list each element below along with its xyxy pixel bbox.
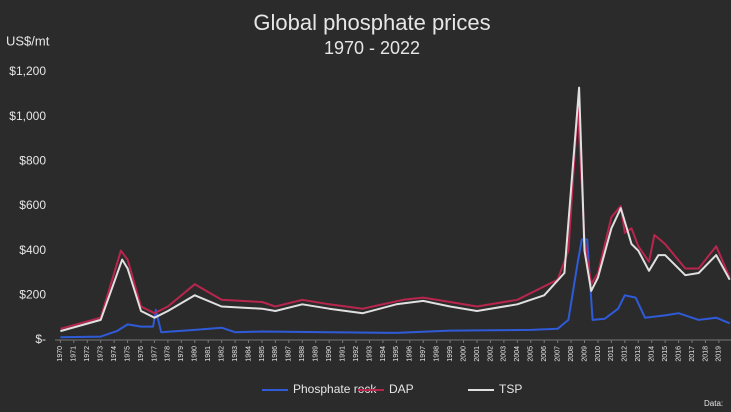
x-tick-label: 2012 xyxy=(622,346,629,362)
y-tick-label: $200 xyxy=(19,288,46,302)
y-tick-label: $1,200 xyxy=(9,64,46,78)
x-tick-label: 2002 xyxy=(487,346,494,362)
x-tick-label: 1972 xyxy=(84,346,91,362)
x-tick-label: 2016 xyxy=(675,346,682,362)
series-line xyxy=(60,86,731,333)
x-tick-label: 1993 xyxy=(366,346,373,362)
x-tick-label: 1988 xyxy=(299,346,306,362)
x-tick-label: 1996 xyxy=(407,346,414,362)
x-tick-label: 2018 xyxy=(702,346,709,362)
x-tick-label: 2006 xyxy=(541,346,548,362)
series-line xyxy=(60,104,731,330)
x-tick-label: 2013 xyxy=(635,346,642,362)
x-tick-label: 2001 xyxy=(474,346,481,362)
y-tick-label: $800 xyxy=(19,154,46,168)
x-tick-label: 2017 xyxy=(689,346,696,362)
x-tick-label: 1998 xyxy=(434,346,441,362)
x-tick-label: 2015 xyxy=(662,346,669,362)
x-tick-label: 1987 xyxy=(286,346,293,362)
y-tick-label: $- xyxy=(35,332,46,346)
x-tick-label: 2008 xyxy=(568,346,575,362)
x-tick-label: 1980 xyxy=(192,346,199,362)
chart-subtitle: 1970 - 2022 xyxy=(324,38,420,58)
x-tick-label: 1973 xyxy=(98,346,105,362)
x-tick-label: 2009 xyxy=(581,346,588,362)
x-tick-label: 2019 xyxy=(716,346,723,362)
y-tick-label: $600 xyxy=(19,198,46,212)
x-tick-label: 1976 xyxy=(138,346,145,362)
x-tick-label: 1971 xyxy=(71,346,78,362)
x-tick-label: 1975 xyxy=(124,346,131,362)
x-tick-label: 1990 xyxy=(326,346,333,362)
x-tick-label: 1978 xyxy=(165,346,172,362)
series-line xyxy=(60,238,731,339)
y-axis-label: US$/mt xyxy=(6,33,50,48)
x-tick-label: 1985 xyxy=(259,346,266,362)
x-tick-label: 1979 xyxy=(178,346,185,362)
x-tick-label: 2010 xyxy=(595,346,602,362)
x-tick-label: 2003 xyxy=(501,346,508,362)
source-note: Data: xyxy=(704,399,723,408)
legend-label: Phosphate rock xyxy=(293,382,377,396)
x-tick-label: 2000 xyxy=(460,346,467,362)
x-tick-label: 1974 xyxy=(111,346,118,362)
x-tick-label: 1982 xyxy=(218,346,225,362)
x-tick-label: 1997 xyxy=(420,346,427,362)
x-tick-label: 1995 xyxy=(393,346,400,362)
x-tick-label: 1983 xyxy=(232,346,239,362)
x-tick-label: 1999 xyxy=(447,346,454,362)
x-tick-label: 2005 xyxy=(528,346,535,362)
legend-label: DAP xyxy=(389,382,414,396)
x-tick-label: 2007 xyxy=(554,346,561,362)
x-tick-label: 1970 xyxy=(57,346,64,362)
x-tick-label: 1994 xyxy=(380,346,387,362)
legend-label: TSP xyxy=(499,382,522,396)
x-tick-label: 1989 xyxy=(313,346,320,362)
x-tick-label: 1977 xyxy=(151,346,158,362)
x-tick-label: 1981 xyxy=(205,346,212,362)
chart-title: Global phosphate prices xyxy=(253,10,490,35)
x-tick-label: 1986 xyxy=(272,346,279,362)
x-tick-label: 2004 xyxy=(514,346,521,362)
y-tick-label: $400 xyxy=(19,243,46,257)
y-tick-label: $1,000 xyxy=(9,109,46,123)
x-tick-label: 2011 xyxy=(608,346,615,361)
x-tick-label: 2014 xyxy=(649,346,656,362)
x-tick-label: 1984 xyxy=(245,346,252,362)
x-tick-label: 1992 xyxy=(353,346,360,362)
x-tick-label: 1991 xyxy=(339,346,346,362)
